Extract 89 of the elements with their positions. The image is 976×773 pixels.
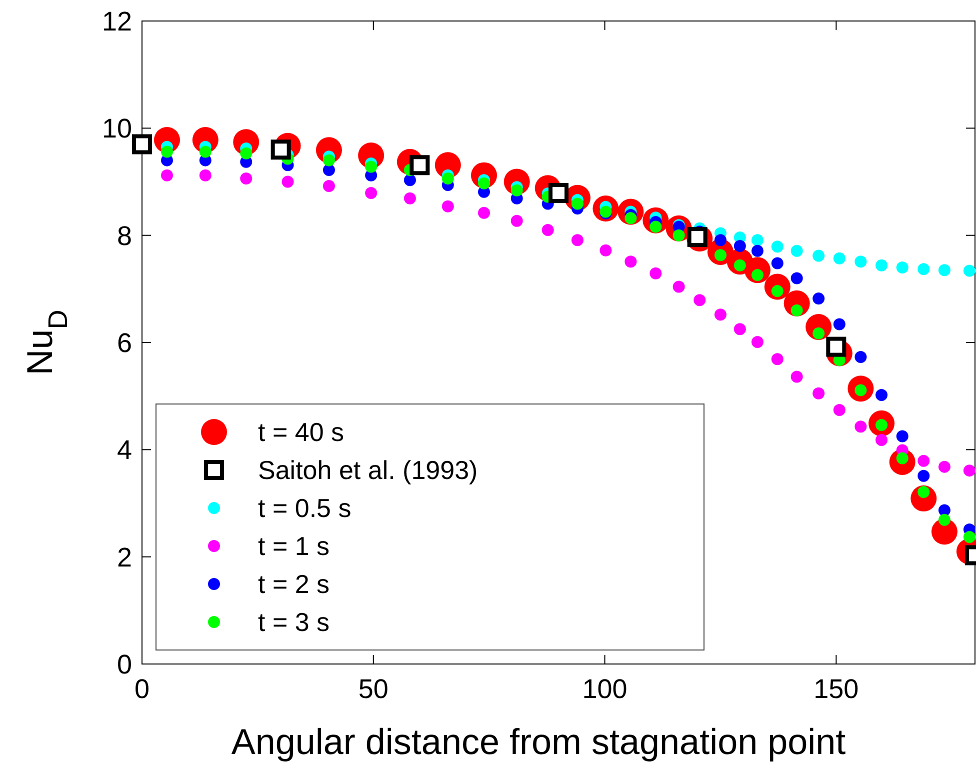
point [896,430,908,442]
y-tick-label: 6 [116,328,132,358]
legend-label: t = 40 s [258,417,344,448]
point [771,240,784,253]
point [322,154,335,166]
point [771,353,784,366]
point [751,336,764,348]
y-tick-label: 10 [102,114,132,144]
point [771,257,784,270]
point [790,244,803,257]
point [751,234,764,246]
point [833,404,846,416]
legend-label: t = 1 s [258,531,330,562]
point [812,387,825,400]
point [790,304,803,316]
legend-label: t = 2 s [258,569,330,600]
point [322,164,335,176]
point [963,531,976,544]
point [734,323,746,336]
y-tick-label: 8 [116,220,132,251]
point [410,155,430,176]
point [694,294,706,306]
point [833,318,846,330]
point [854,256,867,268]
point [812,250,825,262]
point [404,192,416,204]
point [442,172,454,185]
point [854,350,867,363]
point [963,264,976,277]
point [833,252,846,264]
point [160,146,173,158]
point [854,420,867,433]
y-tick-label: 2 [116,542,132,572]
point [322,180,335,192]
point [600,244,612,256]
point [442,200,454,212]
point [571,198,584,210]
point [132,134,152,154]
point [478,177,490,190]
point [478,206,490,219]
point [365,160,378,173]
point [896,261,908,274]
point [571,234,584,246]
point [714,308,726,321]
point [963,464,976,477]
point [542,224,554,236]
point [240,147,252,160]
point [672,280,685,293]
point [160,169,173,182]
point [240,172,252,185]
y-tick-label: 12 [102,6,132,36]
point [548,183,568,204]
point [751,244,764,257]
x-tick-label: 150 [814,674,859,704]
point [282,176,294,188]
point [650,220,662,233]
point [938,514,950,526]
x-axis-title: Angular distance from stagnation point [231,721,846,762]
point [624,212,637,224]
point [510,184,523,196]
x-tick-label: 50 [358,674,388,704]
point [918,486,930,498]
legend-label: t = 0.5 s [258,493,352,524]
point [938,460,950,473]
point [918,454,930,467]
point [672,229,685,242]
y-tick-label: 0 [116,649,132,680]
point [918,470,930,482]
legend-label: t = 3 s [258,607,330,638]
point [404,174,416,186]
point [938,264,950,276]
legend-label: Saitoh et al. (1993) [258,455,478,486]
point [199,169,212,182]
point [790,272,803,284]
point [714,234,726,246]
point [199,146,212,158]
point [650,267,662,280]
point [624,256,637,268]
point [876,389,888,402]
y-tick-label: 4 [116,435,132,466]
point [734,240,746,252]
point [365,187,378,200]
point [876,434,888,446]
point [876,259,888,272]
point [918,263,930,276]
point [510,214,523,227]
point [812,292,825,305]
x-tick-label: 100 [582,674,628,704]
point [790,370,803,383]
